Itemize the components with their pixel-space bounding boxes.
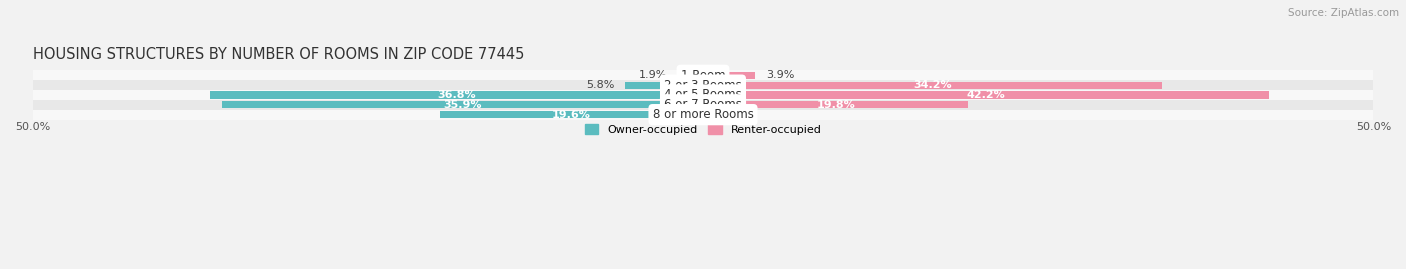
Text: 19.8%: 19.8% [817,100,855,110]
Bar [32,100,1374,110]
Bar [32,80,1374,90]
Bar [703,82,1161,89]
Text: 35.9%: 35.9% [443,100,482,110]
Text: 1 Room: 1 Room [681,69,725,82]
Bar [703,91,1268,98]
Text: 4 or 5 Rooms: 4 or 5 Rooms [664,89,742,101]
Bar [440,111,703,118]
Text: 5.8%: 5.8% [586,80,614,90]
Bar [32,90,1374,100]
Bar [222,101,703,108]
Text: 19.6%: 19.6% [553,110,591,120]
Text: 1.9%: 1.9% [638,70,666,80]
Bar [32,70,1374,80]
Bar [703,72,755,79]
Text: 0.0%: 0.0% [714,110,742,120]
Bar [703,101,969,108]
Bar [209,91,703,98]
Text: HOUSING STRUCTURES BY NUMBER OF ROOMS IN ZIP CODE 77445: HOUSING STRUCTURES BY NUMBER OF ROOMS IN… [32,47,524,62]
Text: 34.2%: 34.2% [912,80,952,90]
Text: 36.8%: 36.8% [437,90,475,100]
Text: 2 or 3 Rooms: 2 or 3 Rooms [664,79,742,92]
Text: 42.2%: 42.2% [966,90,1005,100]
Text: 3.9%: 3.9% [766,70,794,80]
Legend: Owner-occupied, Renter-occupied: Owner-occupied, Renter-occupied [581,120,825,140]
Bar [678,72,703,79]
Bar [626,82,703,89]
Text: 6 or 7 Rooms: 6 or 7 Rooms [664,98,742,111]
Text: 8 or more Rooms: 8 or more Rooms [652,108,754,121]
Text: Source: ZipAtlas.com: Source: ZipAtlas.com [1288,8,1399,18]
Bar [32,110,1374,119]
